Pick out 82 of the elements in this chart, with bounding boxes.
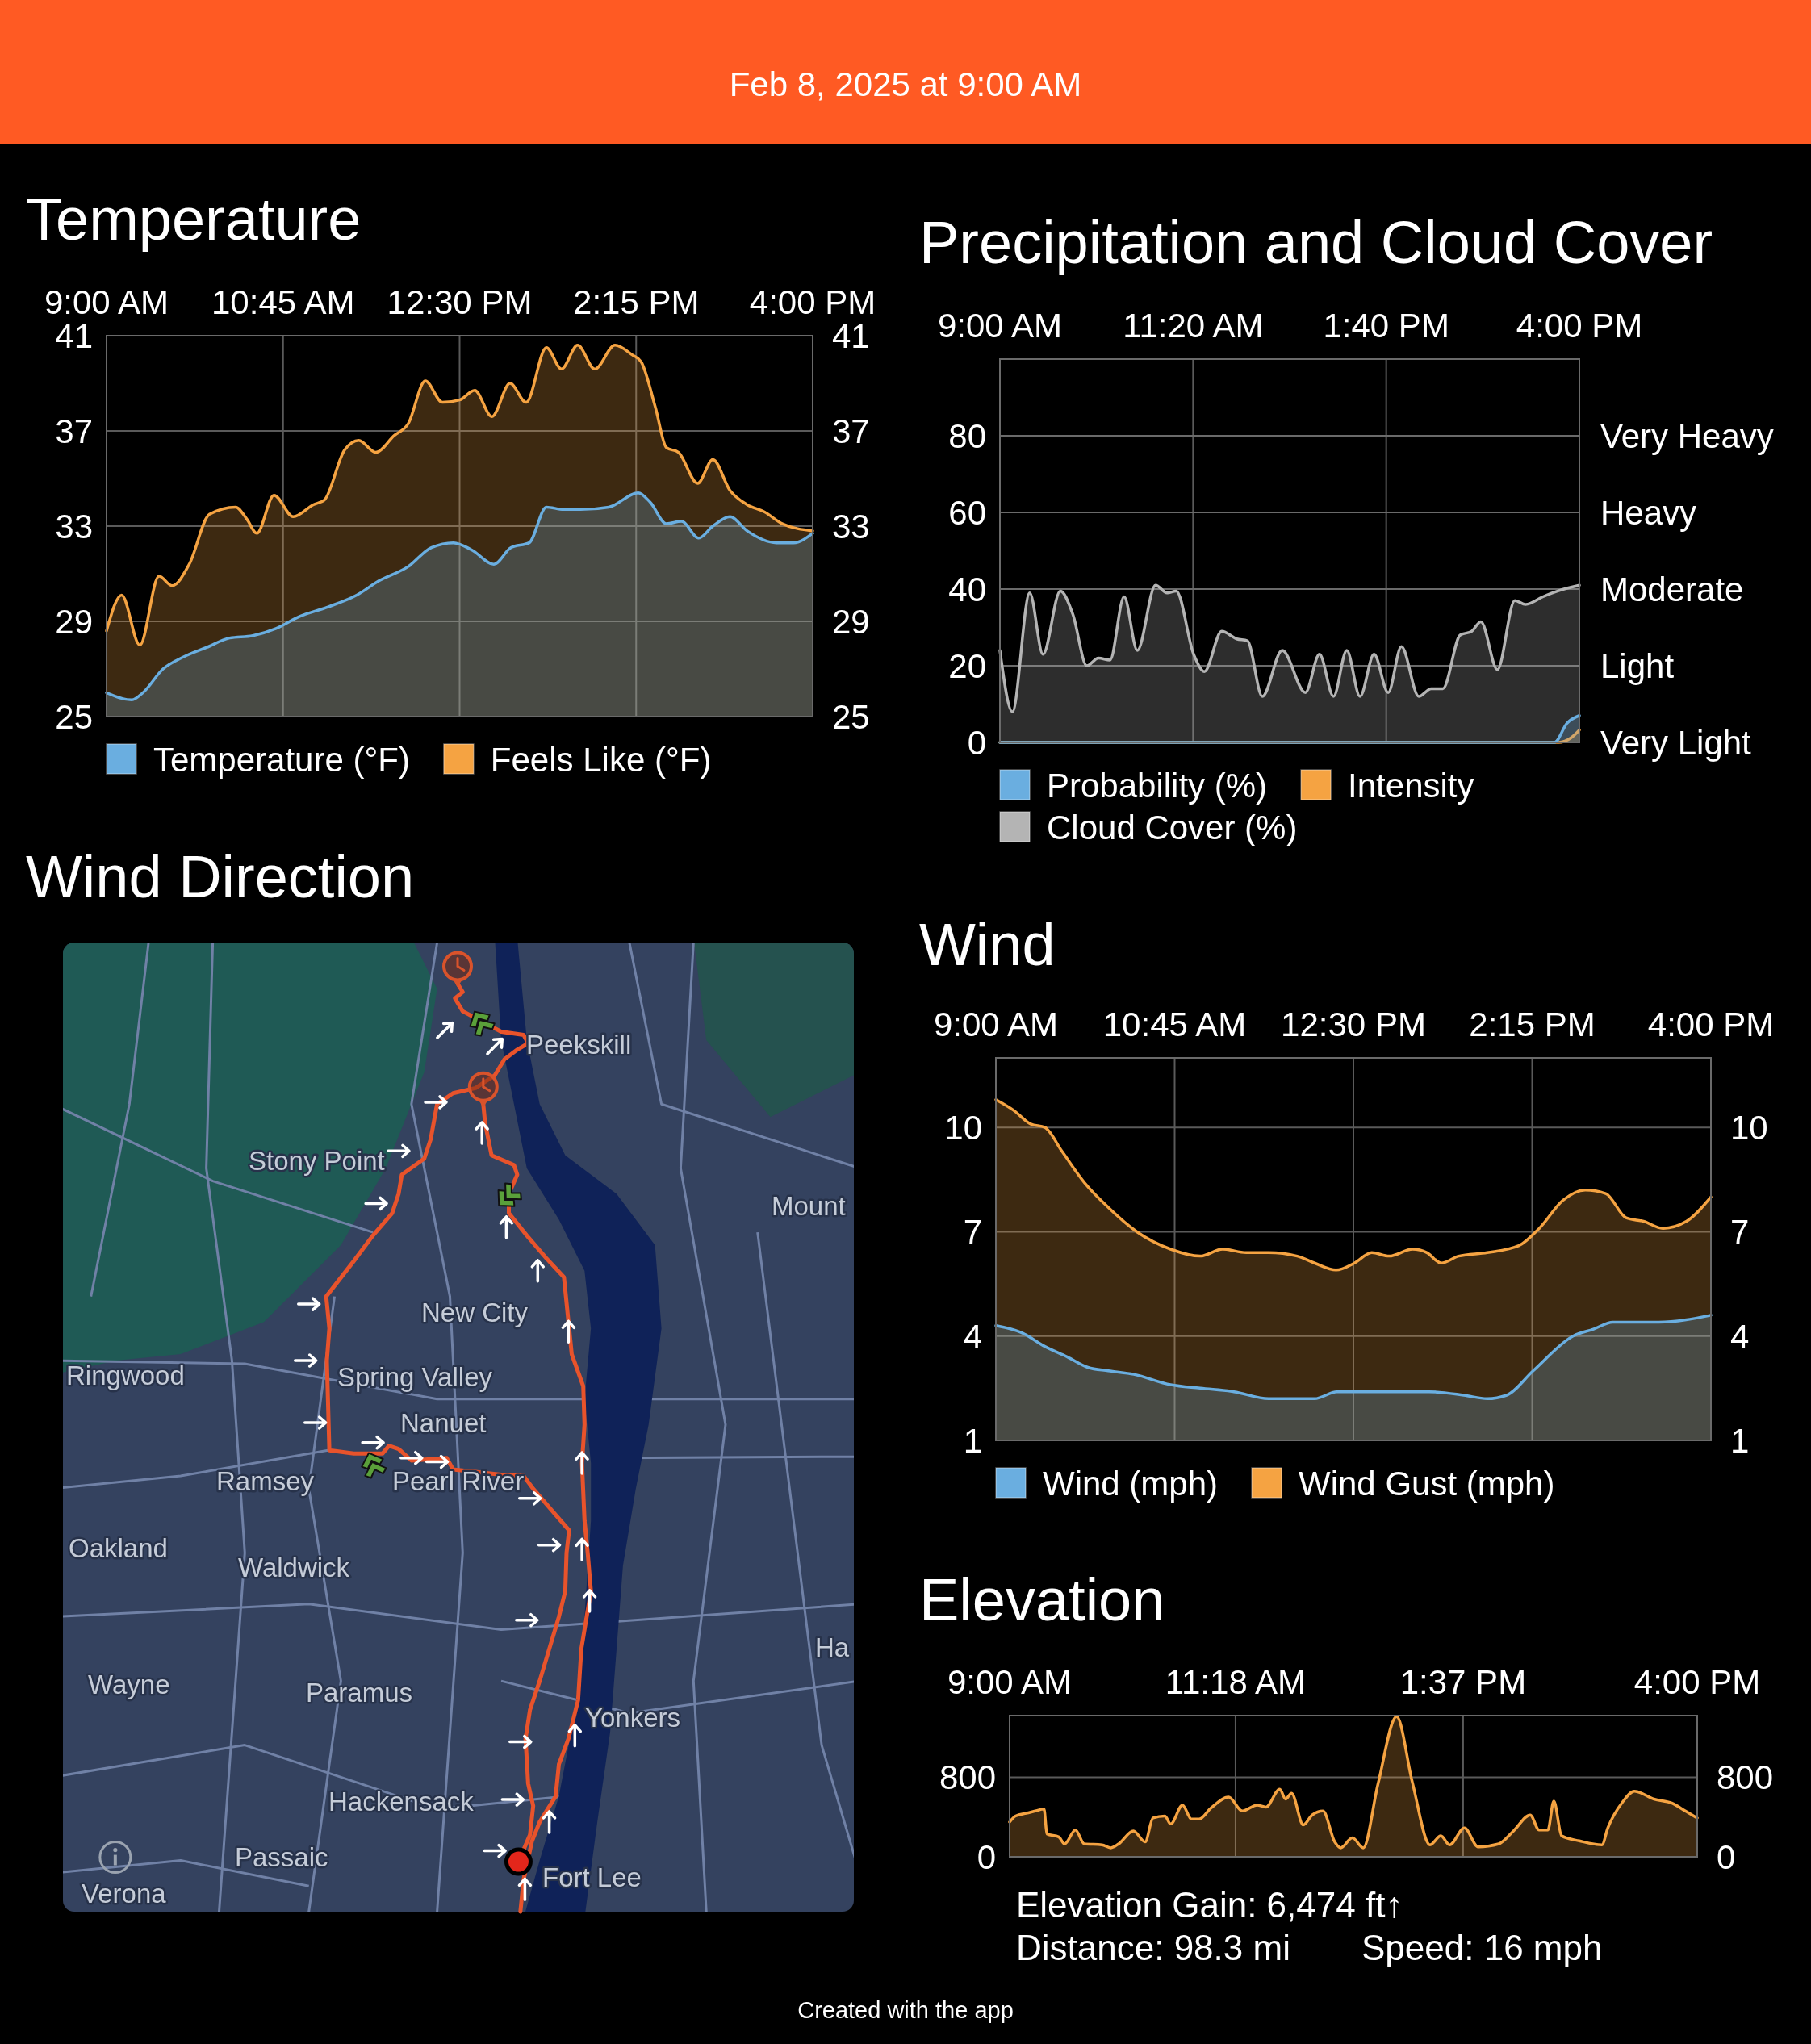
y2-tick-label: 37 [832,412,870,450]
text: Fort Lee [542,1862,642,1892]
x-tick-label: 1:37 PM [1399,1663,1527,1701]
x-tick-label: 11:18 AM [1165,1663,1307,1701]
text: Oakland [69,1533,168,1563]
text: Stony Point [249,1146,385,1176]
y-tick-label: 37 [55,412,93,450]
text: Ramsey [216,1466,315,1496]
y-tick-label: 33 [55,507,93,545]
chart-title: Temperature [26,186,362,253]
y2-tick-label: 800 [1717,1758,1774,1796]
text: Very Light [1600,723,1752,762]
text: Speed: 16 mph [1361,1928,1603,1967]
y2-tick-label: 10 [1730,1108,1768,1147]
text: Distance: 98.3 mi [1016,1928,1290,1967]
y2-tick-label: 29 [832,602,870,641]
x-tick-label: 4:00 PM [1647,1005,1775,1043]
text: Peekskill [526,1030,632,1060]
text: Feb 8, 2025 at 9:00 AM [729,65,1082,103]
legend-label: Wind Gust (mph) [1299,1464,1555,1503]
ref-line-label: Moderate [1600,570,1744,608]
text: Mount [772,1191,846,1221]
ref-line-label: Light [1600,646,1675,685]
text: Ringwood [66,1361,185,1390]
chart-title: Elevation [919,1566,1165,1633]
x-tick-label: 9:00 AM [947,1663,1073,1701]
ref-line-label: Heavy [1600,493,1697,532]
x-tick-label: 9:00 AM [937,307,1063,345]
chart-title: Wind [919,911,1056,978]
text: Wind Direction [26,843,415,910]
legend-label: Wind (mph) [1043,1464,1219,1503]
legend-label: Temperature (°F) [153,740,410,779]
text: Created with the app [797,1997,1014,2023]
y2-tick-label: 1 [1730,1421,1750,1460]
y-tick-label: 0 [967,723,986,762]
y2-tick-label: 25 [832,697,870,736]
y-tick-label: 25 [55,697,93,736]
ref-line-label: Very Heavy [1600,416,1774,455]
text: Wayne [88,1670,170,1699]
y-tick-label: 7 [963,1212,982,1251]
text: New City [421,1298,529,1327]
x-tick-label: 1:40 PM [1323,307,1449,345]
y-tick-label: 40 [948,570,986,608]
x-tick-label: 2:15 PM [573,283,700,321]
y-tick-label: 29 [55,602,93,641]
x-tick-label: 2:15 PM [1469,1005,1596,1043]
text: Passaic [235,1842,328,1872]
text: Ha [815,1632,850,1662]
y-tick-label: 60 [948,493,986,532]
y2-tick-label: 7 [1730,1212,1750,1251]
y-tick-label: 0 [977,1837,996,1876]
legend-label: Feels Like (°F) [490,740,712,779]
text: Nanuet [400,1408,487,1438]
text: Pearl River [392,1466,525,1496]
x-tick-label: 11:20 AM [1123,307,1264,345]
text: Waldwick [238,1553,350,1582]
x-tick-label: 4:00 PM [1633,1663,1761,1701]
text: Spring Valley [337,1362,493,1392]
x-tick-label: 12:30 PM [1281,1005,1426,1043]
y-tick-label: 1 [963,1421,982,1460]
legend-label: Cloud Cover (%) [1047,808,1298,846]
text: Verona [82,1879,167,1908]
y2-tick-label: 4 [1730,1317,1750,1356]
chart-title: Precipitation and Cloud Cover [919,209,1713,276]
x-tick-label: 12:30 PM [387,283,533,321]
text: Elevation Gain: 6,474 ft↑ [1016,1885,1403,1925]
y-tick-label: 80 [948,416,986,455]
x-tick-label: 4:00 PM [1516,307,1643,345]
x-tick-label: 10:45 AM [211,283,355,321]
y-tick-label: 4 [963,1317,982,1356]
legend-label: Probability (%) [1047,766,1268,805]
x-tick-label: 10:45 AM [1102,1005,1247,1043]
y-tick-label: 10 [944,1108,982,1147]
y2-tick-label: 33 [832,507,870,545]
y2-tick-label: 0 [1717,1837,1736,1876]
y-tick-label: 800 [939,1758,996,1796]
y-tick-label: 20 [948,646,986,685]
text: Paramus [306,1678,413,1708]
x-tick-label: 9:00 AM [933,1005,1059,1043]
text: Yonkers [585,1703,681,1733]
legend-label: Intensity [1348,766,1474,805]
text: Hackensack [328,1787,475,1816]
